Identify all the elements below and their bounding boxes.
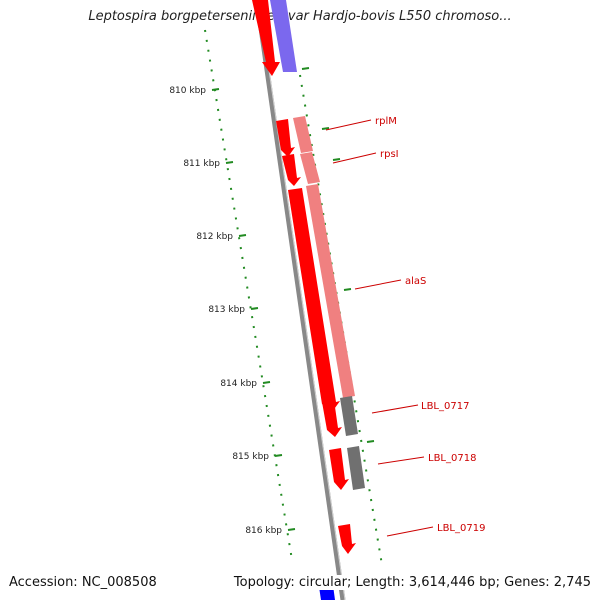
- topology-text: Topology: circular; Length: 3,614,446 bp…: [233, 575, 591, 590]
- feature-LBL_0717-gray[interactable]: [340, 396, 358, 436]
- gene-label-rpsI[interactable]: rpsI: [380, 149, 399, 160]
- inner-tick-mark: [321, 127, 330, 130]
- chromosome-title: Leptospira borgpetersenii serovar Hardjo…: [88, 9, 512, 24]
- inner-tick-mark: [301, 67, 310, 70]
- gene-leader-line: [332, 152, 377, 164]
- gene-leader-line: [371, 404, 419, 414]
- tick-mark: [211, 88, 220, 91]
- tick-mark: [287, 528, 296, 531]
- feature-rplM-light[interactable]: [293, 116, 313, 153]
- outer-dotted-track: [204, 29, 293, 561]
- gene-LBL_0718-arrow[interactable]: [329, 448, 349, 490]
- gene-top-blue[interactable]: [270, 0, 297, 72]
- backbone-highlight: [258, 0, 346, 600]
- tick-mark: [262, 381, 271, 384]
- tick-mark: [225, 161, 234, 164]
- gene-leader-line: [386, 526, 434, 537]
- inner-tick-mark: [343, 288, 352, 291]
- feature-rpsI-light[interactable]: [300, 152, 320, 184]
- gene-leader-line: [325, 119, 372, 131]
- tick-label: 811 kbp: [183, 159, 220, 169]
- tick-mark: [238, 234, 247, 237]
- feature-alaS-light[interactable]: [306, 184, 355, 398]
- tick-label: 815 kbp: [232, 452, 269, 462]
- tick-label: 814 kbp: [220, 379, 257, 389]
- tick-mark: [250, 307, 259, 310]
- gene-LBL_0719-arrow[interactable]: [338, 524, 356, 554]
- gene-label-LBL_0719[interactable]: LBL_0719: [437, 523, 485, 534]
- accession-text: Accession: NC_008508: [9, 575, 157, 590]
- inner-tick-mark: [366, 440, 375, 443]
- backbone-line: [254, 0, 346, 600]
- gene-rplM-arrow[interactable]: [276, 119, 295, 157]
- gene-leader-line: [377, 456, 425, 465]
- feature-LBL_0718-gray[interactable]: [347, 446, 365, 490]
- tick-label: 810 kbp: [169, 86, 206, 96]
- gene-label-rplM[interactable]: rplM: [375, 116, 397, 127]
- tick-label: 813 kbp: [208, 305, 245, 315]
- gene-alaS-arrow[interactable]: [288, 188, 340, 412]
- tick-group: 810 kbp 811 kbp 812 kbp 813 kbp 814 kbp 815 k…: [169, 67, 375, 536]
- gene-label-LBL_0718[interactable]: LBL_0718: [428, 453, 476, 464]
- gene-rpsI-arrow[interactable]: [282, 154, 301, 186]
- tick-mark: [274, 454, 283, 457]
- gene-label-alaS[interactable]: alaS: [405, 276, 426, 287]
- gene-top-red[interactable]: [252, 0, 280, 76]
- tick-label: 812 kbp: [196, 232, 233, 242]
- inner-tick-mark: [332, 158, 341, 161]
- gene-label-LBL_0717[interactable]: LBL_0717: [421, 401, 469, 412]
- tick-label: 816 kbp: [245, 526, 282, 536]
- gene-LBL_0717-arrow[interactable]: [322, 400, 342, 437]
- gene-leader-line: [354, 279, 402, 290]
- gene-label-group: rplM rpsI alaS LBL_0717 LBL_0718 LBL_0719: [325, 116, 485, 537]
